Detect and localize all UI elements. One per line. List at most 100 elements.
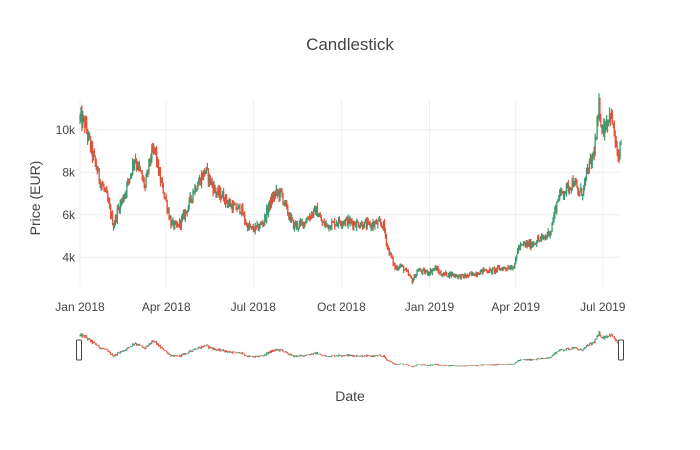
- candle-body: [352, 222, 354, 227]
- candle-body: [383, 221, 386, 231]
- candle-body: [97, 168, 99, 172]
- candle-body: [606, 121, 609, 126]
- candle-body: [293, 222, 296, 229]
- candle-body: [187, 207, 189, 212]
- candle-body: [587, 169, 590, 173]
- candle-body: [426, 270, 428, 272]
- candle-body: [317, 216, 320, 218]
- candle-body: [591, 157, 593, 164]
- candle-body: [561, 191, 564, 193]
- candle-body: [428, 273, 431, 275]
- candle-body: [461, 274, 463, 276]
- candle-body: [421, 271, 423, 273]
- candle-body: [483, 268, 485, 271]
- x-tick-label: Jul 2019: [580, 300, 626, 314]
- candle-body: [107, 193, 109, 201]
- candle-body: [276, 189, 278, 194]
- candle-body: [620, 142, 622, 144]
- candle-body: [513, 266, 515, 269]
- candle-body: [87, 131, 89, 139]
- candle-body: [240, 212, 242, 214]
- candle-body: [384, 230, 387, 237]
- candle-body: [211, 181, 213, 185]
- candle-body: [88, 133, 90, 139]
- candle-body: [210, 181, 212, 184]
- candle-body: [589, 157, 591, 162]
- candle-body: [246, 224, 249, 230]
- candle-body: [252, 227, 254, 230]
- candle-body: [565, 184, 568, 192]
- candle-body: [117, 207, 119, 209]
- range-slider-left-handle[interactable]: [76, 339, 82, 361]
- candle-body: [124, 193, 126, 198]
- candle-body: [178, 220, 181, 227]
- candle-body: [182, 212, 185, 217]
- candle-body: [298, 223, 300, 228]
- candle-body: [190, 195, 192, 199]
- range-slider[interactable]: [76, 329, 624, 371]
- candle-body: [416, 271, 418, 275]
- candle-body: [335, 224, 337, 227]
- candle-body: [329, 225, 331, 229]
- candle-body: [516, 250, 519, 255]
- candle-body: [358, 222, 360, 227]
- candle-body: [560, 189, 562, 195]
- candle-body: [379, 219, 381, 222]
- candle-body: [162, 183, 164, 194]
- candle-body: [359, 225, 362, 228]
- candle-body: [275, 189, 277, 193]
- candle-body: [343, 222, 345, 224]
- candle-body: [356, 221, 358, 228]
- range-slider-preview: [79, 330, 622, 368]
- candle-body: [466, 276, 468, 278]
- candle-body: [585, 170, 588, 177]
- candle-body: [371, 224, 373, 228]
- candle-body: [510, 267, 512, 269]
- candle-body: [482, 268, 484, 273]
- candle-body: [499, 268, 501, 270]
- candle-body: [222, 192, 224, 198]
- candle-body: [330, 227, 332, 229]
- candle-body: [183, 212, 185, 219]
- candle-body: [223, 200, 226, 204]
- candle-body: [141, 172, 143, 179]
- candle-body: [529, 241, 531, 247]
- candle-body: [431, 270, 433, 273]
- candle-body: [257, 223, 259, 231]
- candle-body: [469, 273, 471, 276]
- candle-body: [349, 219, 351, 224]
- candle-body: [340, 224, 343, 225]
- candle-body: [596, 121, 598, 140]
- candle-body: [88, 133, 91, 139]
- candle-body: [176, 222, 178, 227]
- candle-body: [230, 204, 232, 207]
- candle-body: [320, 217, 322, 222]
- candle-body: [311, 213, 313, 218]
- candle-body: [494, 268, 496, 272]
- range-slider-right-handle[interactable]: [618, 339, 624, 361]
- candle-body: [377, 221, 379, 225]
- candle-body: [326, 223, 328, 225]
- candle-body: [575, 179, 577, 185]
- candle-body: [427, 273, 430, 274]
- candle-body: [606, 121, 608, 129]
- candle-body: [527, 242, 529, 246]
- candle-body: [505, 268, 507, 270]
- candle-body: [342, 222, 344, 224]
- candle-body: [332, 221, 334, 223]
- candle-body: [521, 244, 523, 246]
- candle-body: [308, 218, 310, 220]
- candle-body: [244, 214, 246, 222]
- candle-body: [533, 243, 535, 245]
- x-tick-label: Jul 2018: [231, 300, 277, 314]
- candle-body: [279, 189, 281, 198]
- candle-body: [292, 220, 295, 229]
- candle-body: [493, 268, 495, 270]
- candle-body: [514, 263, 516, 267]
- candle-body: [354, 222, 356, 226]
- candle-body: [542, 236, 545, 239]
- candle-body: [611, 112, 613, 125]
- y-tick-label: 4k: [62, 250, 76, 264]
- candle-body: [374, 223, 376, 226]
- candle-body: [619, 142, 621, 158]
